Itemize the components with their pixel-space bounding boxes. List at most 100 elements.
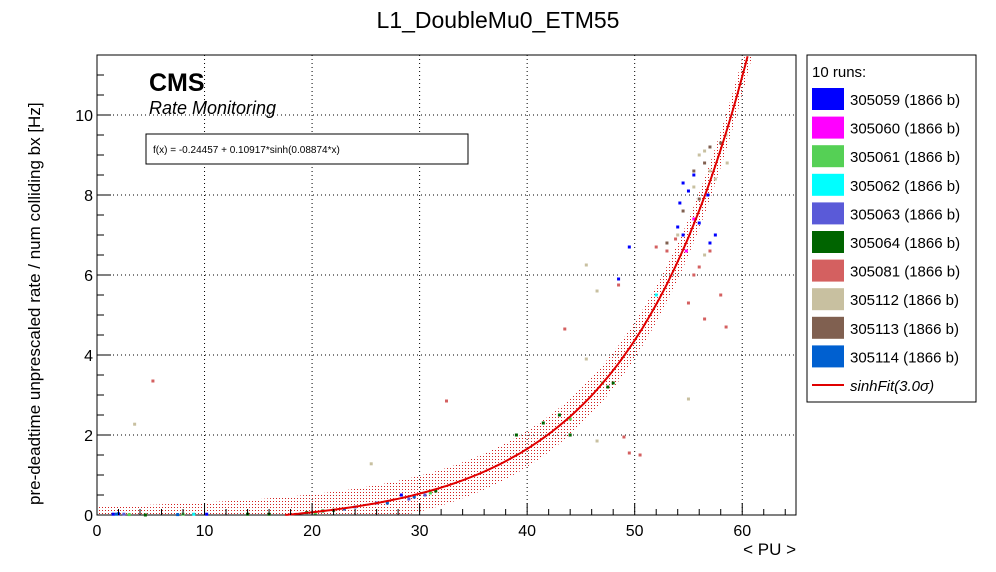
x-tick-label: 60: [733, 523, 751, 540]
data-point-series-4: [122, 512, 126, 516]
y-tick-label: 10: [75, 108, 93, 125]
legend-swatch: [812, 345, 844, 368]
axis-ticks: 0 10 20 30 40 50 60 0 2 4 6 8 10: [75, 54, 786, 540]
data-point-series-6: [627, 451, 631, 455]
data-point-series-7: [703, 149, 707, 153]
legend-swatch: [812, 202, 844, 225]
data-point-series-6: [563, 327, 567, 331]
data-point-series-6: [692, 273, 696, 277]
legend-swatch: [812, 88, 844, 110]
data-point-series-8: [708, 145, 712, 149]
legend-label: 305113 (1866 b): [850, 321, 959, 338]
data-point-series-0: [399, 493, 403, 497]
data-point-series-7: [595, 439, 599, 443]
y-tick-label: 6: [84, 268, 93, 285]
data-point-series-7: [686, 397, 690, 401]
x-tick-label: 20: [303, 523, 321, 540]
data-point-series-1: [692, 217, 696, 221]
data-point-series-6: [665, 249, 669, 253]
data-point-series-5: [143, 513, 147, 517]
data-point-series-5: [568, 433, 572, 437]
data-point-series-6: [686, 301, 690, 305]
data-point-series-7: [692, 185, 696, 189]
data-point-series-0: [681, 233, 685, 237]
data-point-series-0: [678, 201, 682, 205]
data-point-series-5: [514, 433, 518, 437]
legend-label: 305061 (1866 b): [850, 149, 960, 166]
rate-monitoring-label: Rate Monitoring: [149, 98, 276, 118]
legend-label: 305064 (1866 b): [850, 235, 960, 252]
data-point-series-7: [676, 233, 680, 237]
data-point-series-8: [697, 197, 701, 201]
legend-swatch: [812, 231, 844, 253]
data-point-series-7: [369, 462, 373, 466]
x-tick-label: 40: [518, 523, 536, 540]
data-point-series-6: [445, 399, 448, 403]
data-point-series-9: [385, 501, 389, 505]
data-point-series-0: [697, 221, 701, 225]
y-axis-label: pre-deadtime unprescaled rate / num coll…: [25, 102, 44, 505]
data-point-series-0: [617, 277, 621, 281]
data-point-series-0: [713, 233, 717, 237]
data-point-series-7: [703, 253, 707, 257]
fit-formula: f(x) = -0.24457 + 0.10917*sinh(0.08874*x…: [153, 145, 340, 156]
legend-label: 305062 (1866 b): [850, 178, 960, 195]
legend-header: 10 runs:: [812, 64, 866, 81]
data-point-series-6: [724, 325, 728, 329]
data-point-series-7: [713, 177, 717, 181]
x-axis-label: < PU >: [743, 540, 796, 559]
data-point-series-0: [681, 181, 685, 185]
data-point-series-2: [428, 491, 432, 495]
legend-label: 305114 (1866 b): [850, 349, 959, 366]
data-point-series-7: [584, 357, 588, 361]
data-point-series-9: [114, 512, 118, 516]
data-point-series-8: [692, 169, 696, 173]
data-point-series-5: [541, 421, 545, 425]
y-tick-label: 2: [84, 428, 93, 445]
fit-band: [97, 53, 753, 515]
data-point-series-8: [665, 241, 669, 245]
data-point-series-7: [133, 422, 137, 426]
data-point-series-5: [557, 413, 561, 417]
data-point-series-6: [674, 237, 678, 241]
data-point-series-6: [697, 265, 701, 269]
data-point-series-6: [151, 379, 155, 383]
x-tick-label: 0: [93, 523, 102, 540]
data-point-series-6: [638, 453, 642, 457]
legend-swatch: [812, 173, 844, 196]
y-tick-label: 8: [84, 188, 93, 205]
data-point-series-6: [719, 293, 723, 297]
data-point-series-4: [423, 493, 427, 497]
legend-swatch: [812, 116, 844, 139]
data-point-series-7: [725, 161, 729, 165]
data-point-series-5: [611, 381, 615, 385]
data-point-series-8: [681, 209, 685, 213]
data-point-series-6: [654, 245, 658, 249]
data-point-series-5: [434, 489, 438, 493]
data-point-series-2: [568, 417, 572, 421]
legend-label: 305063 (1866 b): [850, 206, 960, 223]
x-tick-label: 50: [626, 523, 644, 540]
data-point-series-5: [606, 385, 610, 389]
data-point-series-3: [192, 512, 196, 516]
data-point-series-0: [111, 512, 115, 516]
data-point-series-8: [703, 161, 707, 165]
plot-area: [96, 54, 797, 516]
data-point-series-7: [697, 153, 701, 157]
legend-label: 305112 (1866 b): [850, 292, 959, 309]
chart-title: L1_DoubleMu0_ETM55: [377, 7, 620, 33]
data-point-series-2: [313, 511, 317, 515]
legend-fit-label: sinhFit(3.0σ): [850, 378, 934, 395]
y-tick-label: 4: [84, 348, 93, 365]
legend-swatch: [812, 145, 844, 168]
data-point-series-6: [703, 317, 707, 321]
data-point-series-9: [176, 513, 180, 517]
y-tick-label: 0: [84, 508, 93, 525]
data-point-series-9: [412, 495, 416, 499]
data-point-series-0: [706, 193, 710, 197]
data-point-series-0: [686, 189, 690, 193]
data-point-series-0: [627, 245, 631, 249]
data-point-series-1: [684, 249, 688, 253]
legend-box: [806, 54, 977, 403]
